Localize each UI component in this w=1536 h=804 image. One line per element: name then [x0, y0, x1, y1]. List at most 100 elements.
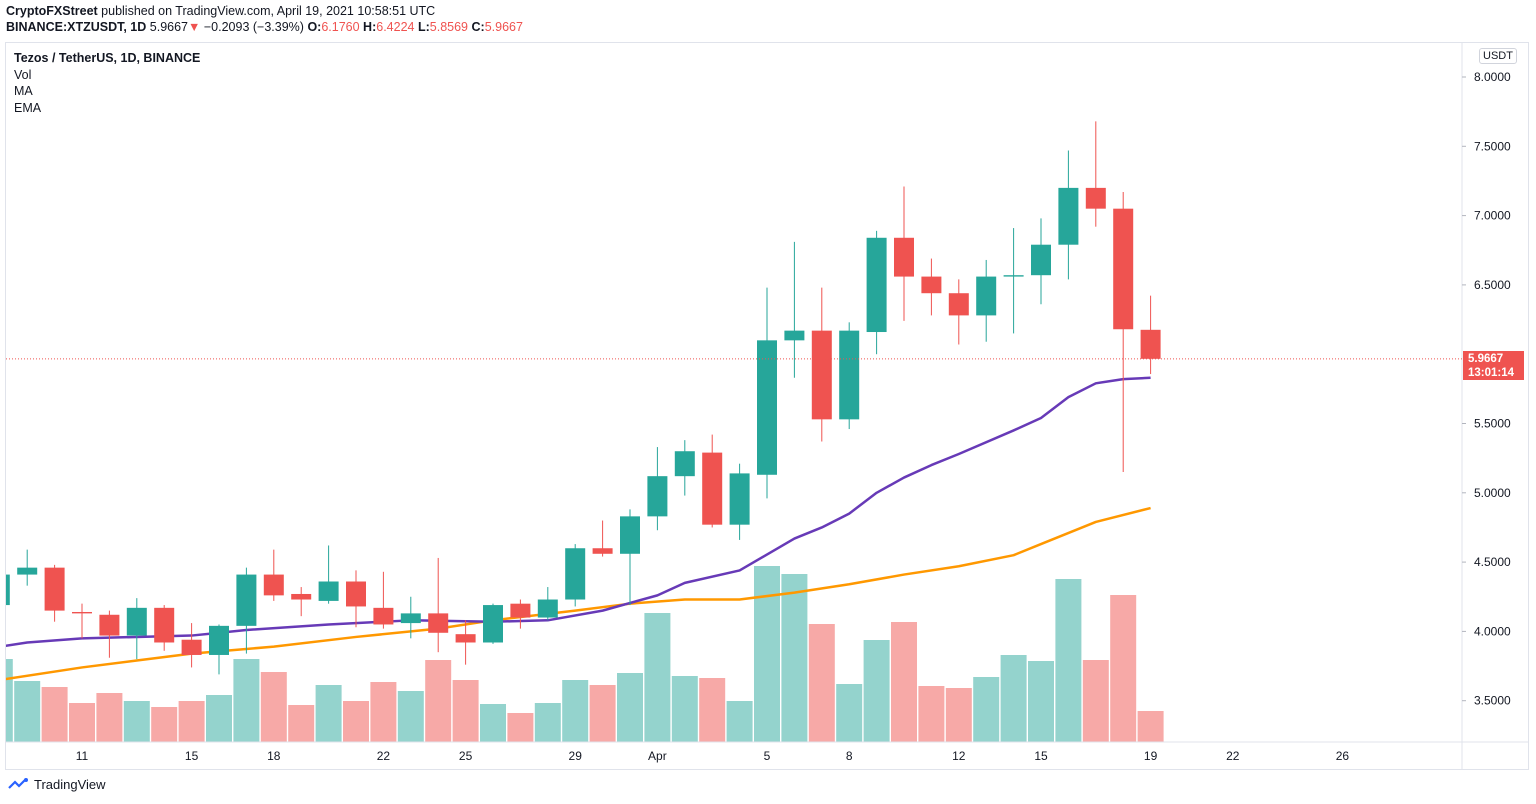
- candle-body: [729, 473, 750, 525]
- candle-body: [921, 276, 942, 294]
- chart-frame: [5, 42, 1529, 770]
- volume-bar: [1082, 660, 1109, 742]
- candle-body: [702, 452, 723, 525]
- volume-bar: [699, 678, 726, 742]
- x-tick-label: 8: [846, 749, 853, 763]
- volume-bar: [1110, 595, 1137, 742]
- low-label: L:: [417, 20, 430, 34]
- volume-bar: [69, 703, 95, 742]
- candle-body: [1140, 329, 1161, 359]
- close-label: C:: [471, 20, 485, 34]
- candle-body: [44, 567, 65, 611]
- candle-body: [400, 613, 421, 624]
- volume-bar: [1055, 579, 1082, 742]
- candle-body: [373, 607, 394, 625]
- candle-body: [99, 614, 120, 636]
- candle-body: [1085, 187, 1106, 209]
- candle-body: [1113, 208, 1134, 330]
- x-tick-label: 15: [1034, 749, 1048, 763]
- tradingview-logo-icon: [8, 777, 28, 789]
- candle-body: [428, 613, 449, 633]
- x-tick-label: 19: [1144, 749, 1158, 763]
- candle-body: [894, 237, 914, 277]
- volume-bar: [41, 687, 68, 742]
- open-value: 6.1760: [321, 20, 360, 34]
- candle-body: [126, 607, 147, 636]
- candle-body: [757, 340, 777, 475]
- candle-body: [291, 593, 312, 600]
- volume-bar: [425, 660, 452, 742]
- volume-bar: [6, 659, 13, 742]
- low-value: 5.8569: [429, 20, 469, 34]
- volume-bar: [288, 705, 315, 742]
- publisher-name[interactable]: CryptoFXStreet: [6, 4, 98, 18]
- y-tick-label: 4.0000: [1474, 624, 1511, 638]
- volume-bar: [808, 624, 835, 742]
- volume-bar: [1028, 661, 1054, 742]
- candle-body: [154, 607, 175, 643]
- volume-bar: [480, 704, 506, 742]
- volume-bar: [644, 613, 671, 742]
- candle-body: [17, 567, 38, 575]
- x-tick-label: 22: [1226, 749, 1240, 763]
- price-change: −0.2093 (−3.39%): [203, 20, 304, 34]
- candle-body: [209, 625, 229, 655]
- volume-bar: [123, 701, 150, 742]
- candle-body: [565, 548, 586, 600]
- candle-body: [620, 516, 640, 554]
- candle-body: [72, 611, 92, 614]
- candle-body: [976, 276, 997, 316]
- symbol: BINANCE:XTZUSDT, 1D: [6, 20, 147, 34]
- volume-bar: [233, 659, 260, 742]
- candle-body: [948, 293, 969, 316]
- volume-bar: [726, 701, 753, 742]
- candle-body: [1058, 187, 1079, 245]
- y-tick-label: 5.5000: [1474, 417, 1511, 431]
- volume-bar: [891, 622, 917, 742]
- current-price: 5.9667: [1468, 353, 1504, 365]
- y-tick-label: 4.5000: [1474, 555, 1511, 569]
- x-tick-label: 12: [952, 749, 966, 763]
- volume-bar: [397, 691, 424, 742]
- x-tick-label: 22: [377, 749, 391, 763]
- candle-body: [866, 237, 887, 333]
- y-tick-label: 7.5000: [1474, 139, 1511, 153]
- triangle-down-icon: ▼: [188, 20, 201, 34]
- volume-bar: [534, 703, 561, 742]
- volume-bar: [1137, 711, 1164, 742]
- currency-button[interactable]: USDT: [1479, 48, 1517, 64]
- x-tick-label: 11: [76, 749, 89, 763]
- y-tick-label: 5.0000: [1474, 486, 1511, 500]
- legend-vol[interactable]: Vol: [14, 67, 32, 82]
- ema-line: [6, 506, 1151, 681]
- x-tick-label: 18: [267, 749, 281, 763]
- candle-body: [483, 605, 503, 643]
- volume-bar: [863, 640, 890, 742]
- tradingview-logo[interactable]: TradingView: [8, 777, 106, 792]
- candle-body: [1031, 244, 1051, 276]
- y-tick-label: 6.5000: [1474, 278, 1511, 292]
- volume-bar: [370, 682, 397, 742]
- volume-bar: [781, 574, 808, 742]
- legend-ema[interactable]: EMA: [14, 100, 42, 115]
- candle-body: [6, 574, 10, 606]
- volume-bar: [589, 685, 616, 742]
- x-tick-label: 15: [185, 749, 199, 763]
- volume-bar: [178, 701, 205, 742]
- volume-bar: [260, 672, 287, 742]
- candle-body: [318, 581, 339, 601]
- x-tick-label: 29: [569, 749, 583, 763]
- candle-body: [510, 603, 531, 618]
- volume-bar: [754, 566, 780, 742]
- legend-ma[interactable]: MA: [14, 84, 33, 98]
- volume-bar: [343, 701, 369, 742]
- y-tick-label: 3.5000: [1474, 694, 1511, 708]
- volume-bar: [96, 693, 123, 742]
- ma-line: [6, 376, 1151, 647]
- candle-body: [236, 574, 257, 626]
- symbol-info: BINANCE:XTZUSDT, 1D 5.9667▼ −0.2093 (−3.…: [6, 20, 523, 34]
- published-text: published on TradingView.com, April 19, …: [101, 4, 436, 18]
- volume-bar: [315, 685, 342, 742]
- volume-bar: [918, 686, 945, 742]
